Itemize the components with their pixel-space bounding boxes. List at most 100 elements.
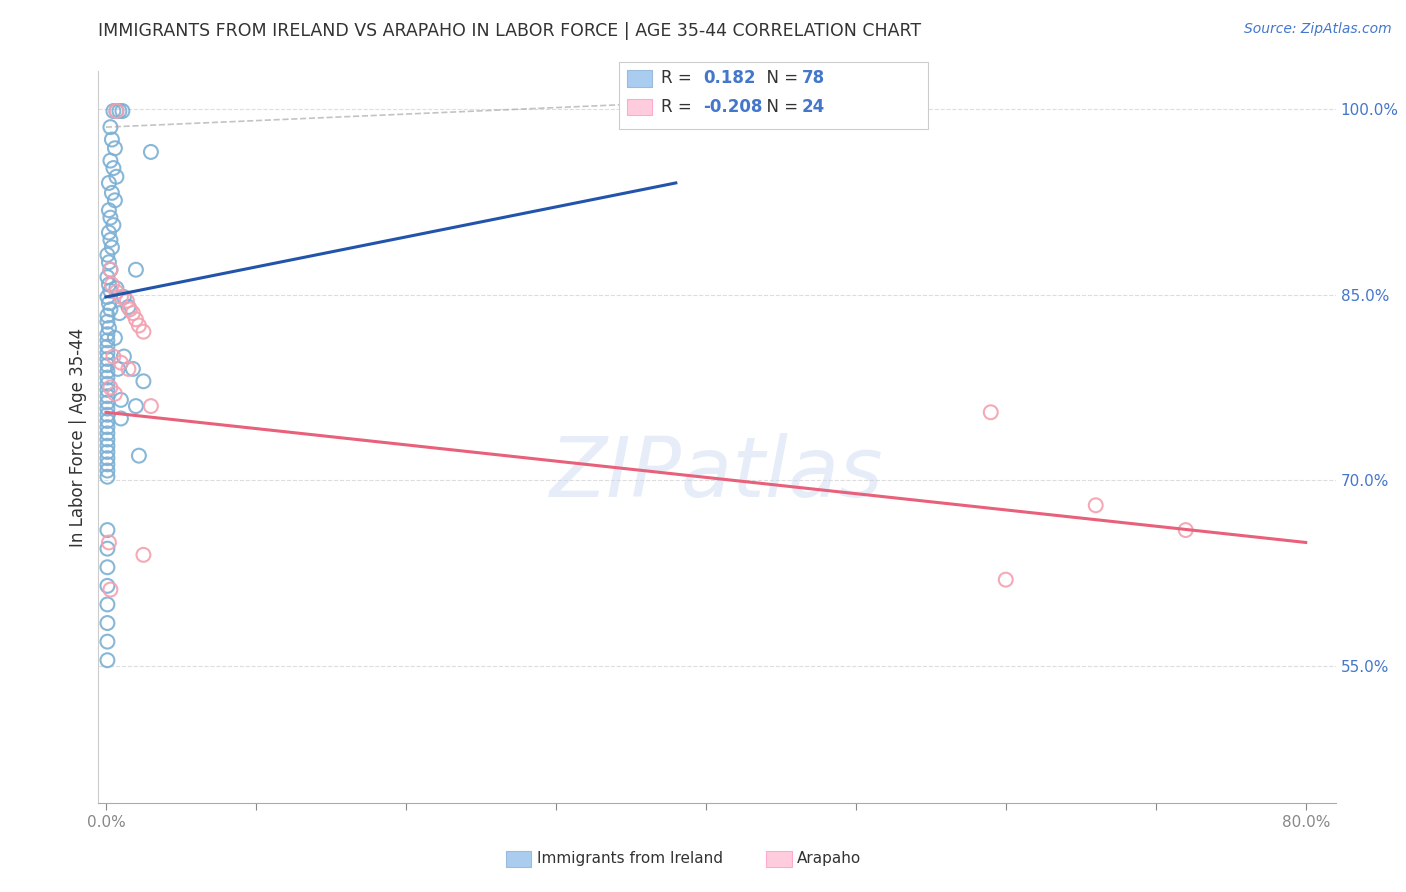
Point [105,281,128,295]
Point [1174,523,1197,537]
Point [101,277,124,292]
Point [1084,498,1107,512]
Point [103,350,125,364]
Text: R =: R = [661,70,697,87]
Point [96,408,118,422]
Point [96,634,118,648]
Point [96,439,118,453]
Point [97,255,120,269]
Point [101,132,124,146]
Point [96,334,118,348]
Point [96,376,118,391]
Y-axis label: In Labor Force | Age 35-44: In Labor Force | Age 35-44 [69,327,87,547]
Point [97,277,120,292]
Text: -0.208: -0.208 [703,98,762,116]
Point [994,573,1017,587]
Point [110,290,132,304]
Point [96,351,118,366]
Point [96,401,118,416]
Point [96,315,118,329]
Point [105,169,128,184]
Point [96,445,118,459]
Point [100,380,122,394]
Point [118,302,141,317]
Point [96,270,118,285]
Point [96,414,118,428]
Point [103,103,125,118]
Point [96,451,118,466]
Point [96,433,118,447]
Point [104,141,127,155]
Point [104,331,127,345]
Point [97,176,120,190]
Point [100,211,122,225]
Point [96,248,118,262]
Point [96,560,118,574]
Point [96,615,118,630]
Point [110,392,132,407]
Point [100,302,122,317]
Point [128,449,150,463]
Point [96,309,118,323]
Point [103,218,125,232]
Point [132,325,155,339]
Text: 78: 78 [801,70,824,87]
Point [103,161,125,175]
Point [100,153,122,168]
Text: IMMIGRANTS FROM IRELAND VS ARAPAHO IN LABOR FORCE | AGE 35-44 CORRELATION CHART: IMMIGRANTS FROM IRELAND VS ARAPAHO IN LA… [98,22,921,40]
Point [96,541,118,556]
Text: Arapaho: Arapaho [797,851,862,865]
Point [139,399,162,413]
Point [96,579,118,593]
Point [96,290,118,304]
Point [100,262,122,277]
Point [96,464,118,478]
Point [117,300,139,314]
Point [96,383,118,397]
Point [97,203,120,218]
Point [104,386,127,401]
Point [100,582,122,597]
Text: Immigrants from Ireland: Immigrants from Ireland [537,851,723,865]
Text: 24: 24 [801,98,825,116]
Point [96,598,118,612]
Point [100,233,122,247]
Point [132,374,155,388]
Point [132,548,155,562]
Point [112,290,135,304]
Text: N =: N = [756,70,804,87]
Point [112,350,135,364]
Point [100,120,122,135]
Point [96,327,118,342]
Point [97,296,120,310]
Point [96,426,118,441]
Point [96,345,118,359]
Point [96,340,118,354]
Point [97,321,120,335]
Point [96,389,118,403]
Point [110,356,132,370]
Point [96,358,118,372]
Point [96,420,118,434]
Point [125,399,148,413]
Point [139,145,162,159]
Point [97,535,120,549]
Point [96,370,118,384]
Point [96,364,118,378]
Point [125,312,148,326]
Point [122,362,145,376]
Point [105,103,128,118]
Point [101,240,124,254]
Point [128,318,150,333]
Text: ZIPatlas: ZIPatlas [550,434,884,514]
Point [122,306,145,320]
Point [111,103,134,118]
Text: 0.182: 0.182 [703,70,755,87]
Point [96,523,118,537]
Point [100,284,122,298]
Point [110,411,132,425]
Point [105,103,128,118]
Point [96,395,118,409]
Point [108,306,131,320]
Point [96,653,118,667]
